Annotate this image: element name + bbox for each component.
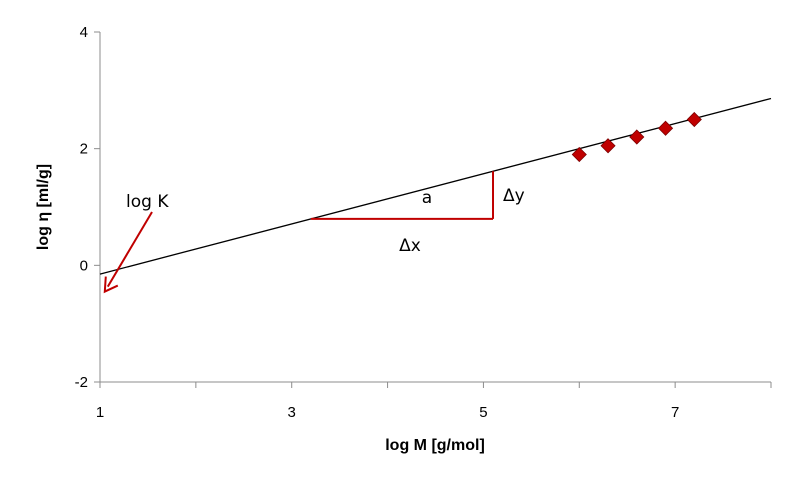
y-tick-label: 2: [80, 141, 88, 158]
axes: [99, 32, 771, 383]
y-tick-label: 4: [80, 24, 88, 41]
x-tick-label: 3: [288, 404, 296, 421]
x-axis-title: log M [g/mol]: [385, 437, 485, 454]
slope-label: a: [422, 188, 432, 208]
x-tick-label: 1: [96, 404, 104, 421]
data-point: [600, 138, 616, 154]
data-point: [629, 129, 645, 145]
x-tick-label: 5: [479, 404, 487, 421]
data-point: [686, 111, 702, 128]
log-k-arrow-head: [103, 276, 119, 294]
delta-x-label: Δx: [399, 236, 421, 256]
x-tick-label: 7: [671, 404, 679, 421]
fit-line: [99, 97, 772, 275]
data-point: [571, 146, 587, 163]
delta-y-label: Δy: [503, 186, 525, 206]
ticks: -2 0 2 4 1 3 5 7: [75, 24, 772, 421]
y-axis-title: log η [ml/g]: [35, 164, 52, 250]
data-points: [571, 111, 702, 163]
data-point: [657, 120, 674, 136]
log-k-label: log K: [126, 192, 169, 212]
y-tick-label: -2: [75, 374, 88, 391]
annotations: log K a Δx Δy: [103, 186, 525, 294]
slope-triangle: [310, 171, 495, 220]
log-k-arrow-shaft: [106, 211, 153, 288]
y-tick-label: 0: [80, 257, 88, 274]
fit-line-group: [99, 97, 772, 275]
